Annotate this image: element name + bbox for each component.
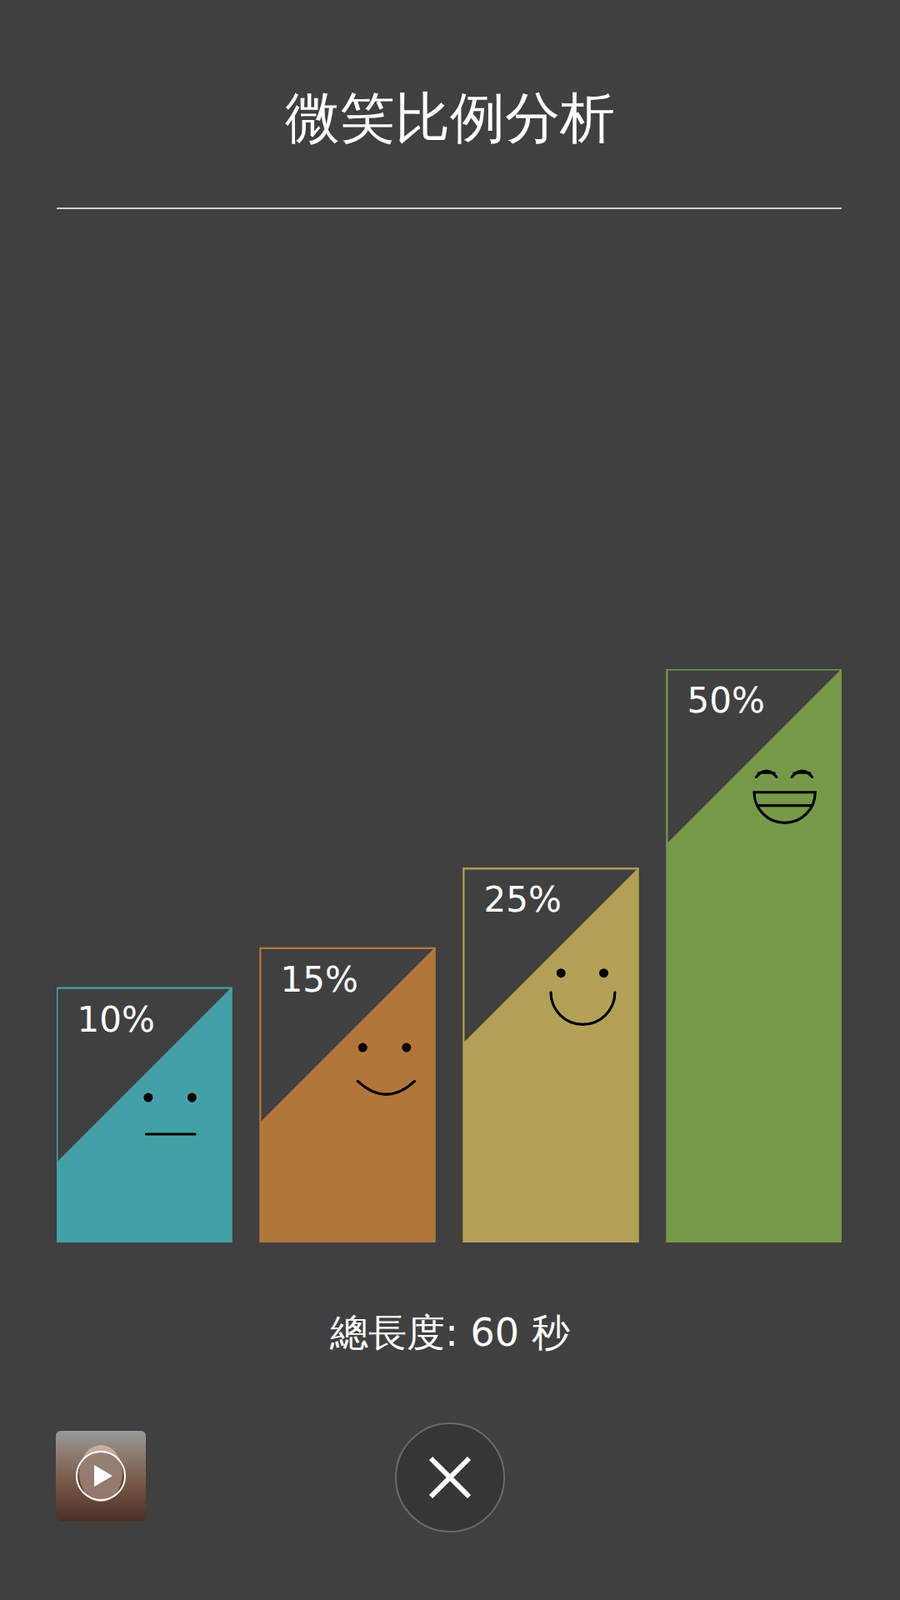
svg-text:50%: 50% [687,680,765,721]
svg-text:25%: 25% [484,879,562,920]
svg-text:15%: 15% [280,959,359,1000]
html-text:微笑比例分析: 微笑比例分析 [285,85,615,150]
html-text:總長度: 60 秒: 總長度: 60 秒 [330,1310,570,1355]
svg-text:10%: 10% [77,999,155,1040]
